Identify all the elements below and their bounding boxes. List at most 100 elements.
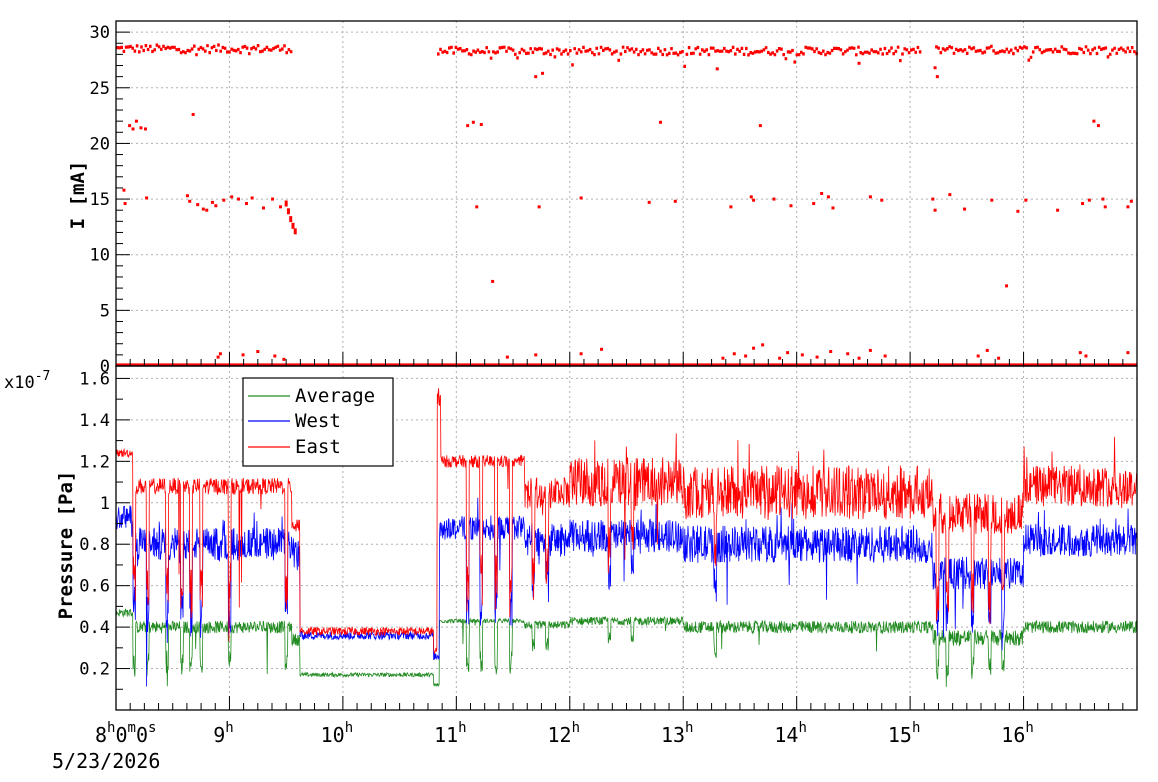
current-outlier-point [963,207,967,211]
current-outlier-point [128,124,132,128]
pressure-legend: Average West East [242,377,394,467]
current-outlier-point [479,123,483,126]
current-outlier-point [250,196,254,200]
current-outlier-point [143,127,147,131]
y-tick-label: 5 [100,301,110,321]
top-panel-frame [115,20,1138,367]
current-outlier-point [729,205,733,209]
pressure-axis-label: Pressure [Pa] [55,471,77,620]
current-outlier-point [230,195,234,199]
current-outlier-point [868,348,872,352]
time-tick-hour: 12 [548,723,572,747]
current-outlier-point [134,119,138,123]
current-outlier-point [282,357,286,361]
pressure-series [115,388,1137,688]
legend-label-average: Average [295,385,375,407]
current-outlier-point [145,196,149,200]
y-tick-label: 1.2 [79,452,110,472]
current-outlier-point [826,195,830,199]
current-outlier-point [123,202,127,206]
time-start-m-unit: m [128,720,136,736]
time-start-h-unit: h [107,720,115,736]
current-outlier-point [131,127,135,131]
current-decay-point [284,200,288,207]
current-outlier-point [1016,209,1020,213]
current-outlier-point [139,126,143,130]
current-outlier-point [1101,197,1105,201]
current-outlier-point [271,197,275,201]
time-tick-unit: h [345,720,353,736]
time-tick-unit: h [458,720,466,736]
y-tick-label: 30 [90,23,110,43]
current-outlier-point [752,198,756,202]
current-outlier-point [214,204,218,208]
current-outlier-point [820,192,824,195]
current-outlier-point [789,204,793,208]
current-outlier-point [659,120,663,124]
current-outlier-point [188,199,192,203]
current-outlier-point [744,354,748,358]
current-outlier-point [732,352,736,356]
current-outlier-point [933,208,937,212]
y-tick-label: 20 [90,134,110,154]
time-tick-hour: 14 [774,723,798,747]
current-outlier-point [1056,208,1060,212]
time-start-h: 8 [95,723,107,747]
current-outlier-point [761,343,765,347]
current-outlier-point [216,355,220,359]
current-outlier-point [534,353,538,357]
time-tick-label: 16h [1001,720,1034,747]
current-outlier-point [471,120,475,124]
y-tick-label: 25 [90,79,110,99]
time-tick-unit: h [685,720,693,736]
current-outlier-point [829,350,833,354]
current-outlier-point [812,202,816,206]
current-outlier-point [537,205,541,209]
time-tick-hour: 16 [1001,723,1025,747]
current-outlier-point [778,356,782,360]
current-outlier-point [868,195,872,199]
time-tick-label: 15h [888,720,921,747]
current-outlier-point [491,279,495,283]
current-outlier-point [1092,119,1096,123]
time-tick-hour: 13 [661,723,685,747]
y-tick-label: 0.2 [79,660,110,680]
current-outlier-point [185,194,189,198]
pressure-exponent-power: -7 [35,369,51,384]
time-tick-label: 12h [548,720,581,747]
current-outlier-point [1103,205,1107,209]
time-tick-unit: h [1025,720,1033,736]
current-outlier-point [241,353,245,357]
pressure-exponent-label: x10-7 [4,369,50,393]
time-start-s-unit: s [148,720,156,736]
current-outlier-point [1078,351,1082,355]
current-outlier-point [997,356,1001,360]
current-outlier-point [948,193,952,197]
current-outlier-point [990,198,994,202]
current-outlier-point [721,356,725,360]
legend-label-west: West [295,410,341,432]
current-outlier-point [749,195,753,199]
current-outlier-point [1087,198,1091,202]
current-outlier-point [647,200,651,204]
current-outlier-point [600,347,604,351]
current-outlier-point [505,355,509,359]
time-tick-hour: 11 [434,723,458,747]
current-outlier-point [196,203,200,207]
current-axis-label: I [mA] [67,161,89,230]
current-outlier-point [205,208,209,212]
current-outlier-point [815,355,819,359]
time-start-s: 0 [136,723,148,747]
pressure-line-average [115,608,1137,688]
current-outlier-point [1081,202,1085,206]
top-panel-grid [116,21,1137,366]
current-decay-point [286,208,290,215]
y-tick-label: 1.6 [79,369,110,389]
time-start-m: 0 [115,723,127,747]
current-outlier-point [976,354,980,358]
time-tick-unit: h [798,720,806,736]
time-tick-unit: h [225,720,233,736]
current-outlier-point [261,206,265,210]
